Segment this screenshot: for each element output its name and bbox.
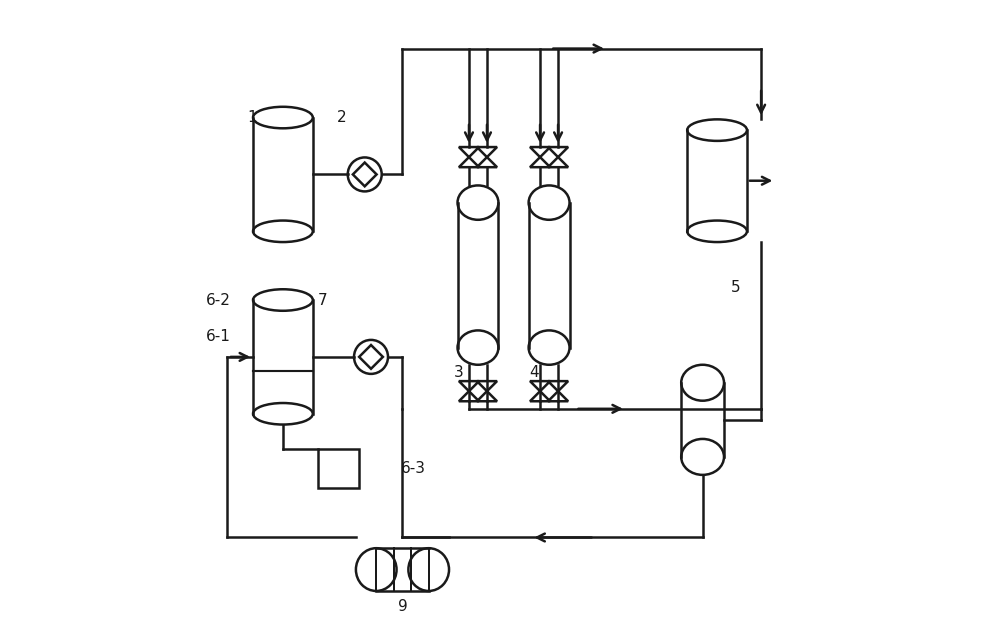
Text: 6-1: 6-1	[206, 329, 231, 344]
Text: 9: 9	[398, 599, 407, 614]
Text: 7: 7	[318, 293, 327, 308]
Text: 1: 1	[247, 111, 257, 125]
Text: 4: 4	[529, 365, 539, 380]
Text: 2: 2	[337, 111, 346, 125]
Text: 6-3: 6-3	[401, 461, 426, 476]
Text: 6-2: 6-2	[206, 293, 231, 308]
Text: 3: 3	[454, 365, 464, 380]
Text: 5: 5	[731, 280, 741, 295]
